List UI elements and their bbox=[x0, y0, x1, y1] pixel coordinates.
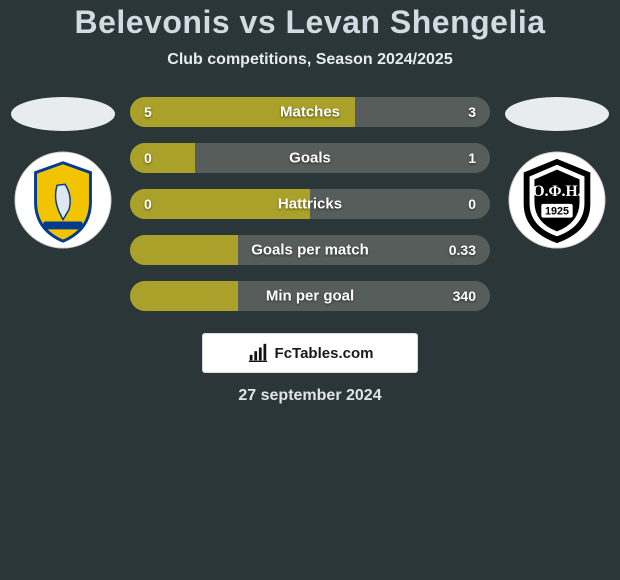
ofi-crest-icon: Ο.Φ.Η. 1925 bbox=[508, 151, 606, 249]
stat-label: Goals bbox=[130, 150, 490, 167]
stat-label: Min per goal bbox=[130, 288, 490, 305]
stat-value-right: 340 bbox=[453, 288, 476, 304]
stat-bar: Hattricks0 0 bbox=[130, 189, 490, 219]
stat-value-left: 5 bbox=[144, 104, 152, 120]
comparison-card: Belevonis vs Levan Shengelia Club compet… bbox=[0, 0, 620, 405]
stat-bar: Min per goal340 bbox=[130, 281, 490, 311]
bar-chart-icon bbox=[247, 342, 269, 364]
stat-value-right: 3 bbox=[468, 104, 476, 120]
content-row: Matches53Goals01Hattricks00Goals per mat… bbox=[0, 97, 620, 327]
left-club-badge bbox=[14, 151, 112, 249]
stat-value-left: 0 bbox=[144, 150, 152, 166]
stat-value-right: 0 bbox=[468, 196, 476, 212]
left-player-col bbox=[8, 97, 118, 249]
subtitle: Club competitions, Season 2024/2025 bbox=[0, 51, 620, 69]
player-avatar-placeholder bbox=[11, 97, 115, 131]
player-avatar-placeholder bbox=[505, 97, 609, 131]
stat-bar: Goals per match0.33 bbox=[130, 235, 490, 265]
branding-box[interactable]: FcTables.com bbox=[202, 333, 418, 373]
right-player-col: Ο.Φ.Η. 1925 bbox=[502, 97, 612, 249]
ofi-year: 1925 bbox=[545, 206, 569, 218]
stat-value-left: 0 bbox=[144, 196, 152, 212]
stat-bar: Matches5 3 bbox=[130, 97, 490, 127]
ofi-initials: Ο.Φ.Η. bbox=[532, 183, 581, 200]
stat-label: Hattricks bbox=[130, 196, 490, 213]
right-club-badge: Ο.Φ.Η. 1925 bbox=[508, 151, 606, 249]
page-title: Belevonis vs Levan Shengelia bbox=[0, 4, 620, 41]
stat-label: Matches bbox=[130, 104, 490, 121]
branding-label: FcTables.com bbox=[275, 345, 374, 362]
date-label: 27 september 2024 bbox=[0, 387, 620, 405]
stat-bar: Goals0 1 bbox=[130, 143, 490, 173]
stat-label: Goals per match bbox=[130, 242, 490, 259]
stat-value-right: 0.33 bbox=[449, 242, 476, 258]
stat-value-right: 1 bbox=[468, 150, 476, 166]
stats-bars: Matches53Goals01Hattricks00Goals per mat… bbox=[130, 97, 490, 327]
panaitolikos-crest-icon bbox=[14, 151, 112, 249]
